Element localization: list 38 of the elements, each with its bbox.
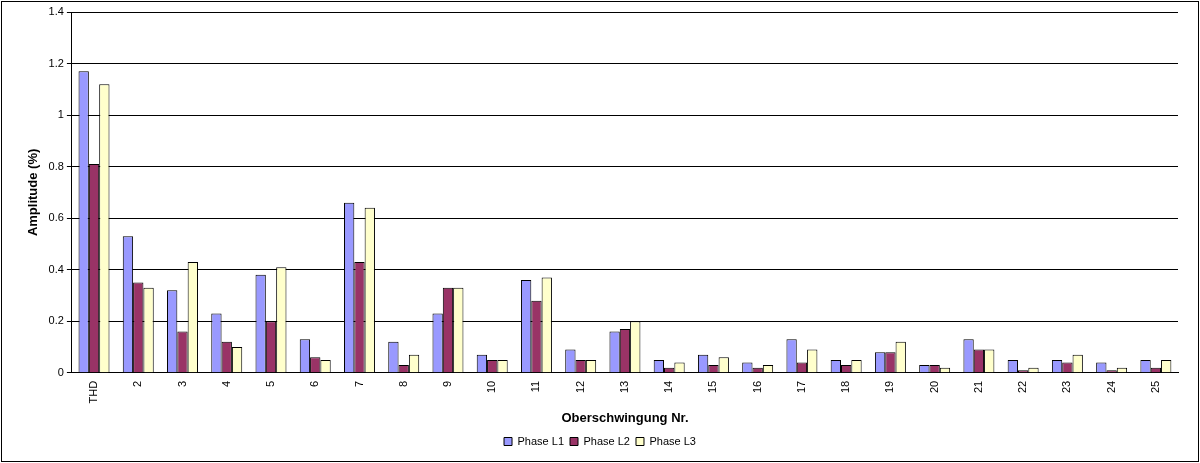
- x-tick-label: 16: [750, 380, 763, 394]
- x-tick-label: 2: [131, 380, 144, 387]
- x-tick-label: THD: [87, 380, 100, 404]
- x-axis-title: Oberschwingung Nr.: [561, 409, 689, 425]
- x-tick-label: 6: [308, 380, 321, 387]
- y-tick-label: 1.2: [48, 56, 64, 69]
- x-tick-label: 7: [352, 380, 365, 387]
- y-tick-label: 1: [57, 108, 64, 121]
- x-tick-label: 13: [617, 380, 630, 394]
- x-tick-label: 23: [1060, 380, 1073, 394]
- x-tick-label: 20: [927, 380, 940, 394]
- x-tick-label: 3: [175, 380, 188, 387]
- y-tick-label: 0: [57, 365, 64, 378]
- y-axis-title: Amplitude (%): [25, 148, 41, 237]
- x-tick-label: 9: [441, 380, 453, 387]
- x-tick-label: 8: [396, 380, 409, 387]
- x-tick-label: 22: [1016, 380, 1029, 394]
- x-tick-label: 11: [529, 380, 542, 393]
- x-tick-label: 14: [662, 380, 675, 394]
- legend-label: Phase L2: [583, 434, 630, 447]
- x-tick-label: 12: [573, 380, 586, 394]
- x-tick-label: 19: [883, 380, 896, 394]
- x-tick-label: 5: [264, 380, 277, 387]
- x-tick-label: 21: [971, 380, 984, 394]
- y-tick-label: 0.2: [48, 314, 64, 327]
- y-tick-label: 0.8: [48, 159, 64, 172]
- x-tick-label: 25: [1148, 380, 1161, 394]
- x-tick-label: 15: [706, 380, 719, 394]
- legend-label: Phase L3: [649, 434, 696, 447]
- legend-label: Phase L1: [517, 434, 565, 447]
- y-tick-label: 1.4: [48, 5, 64, 18]
- x-tick-label: 18: [839, 380, 852, 394]
- y-tick-label: 0.4: [48, 262, 64, 275]
- x-tick-label: 4: [219, 380, 232, 387]
- x-tick-label: 24: [1104, 380, 1117, 394]
- x-tick-label: 17: [794, 380, 807, 394]
- y-tick-label: 0.6: [48, 211, 64, 224]
- x-tick-label: 10: [485, 380, 498, 394]
